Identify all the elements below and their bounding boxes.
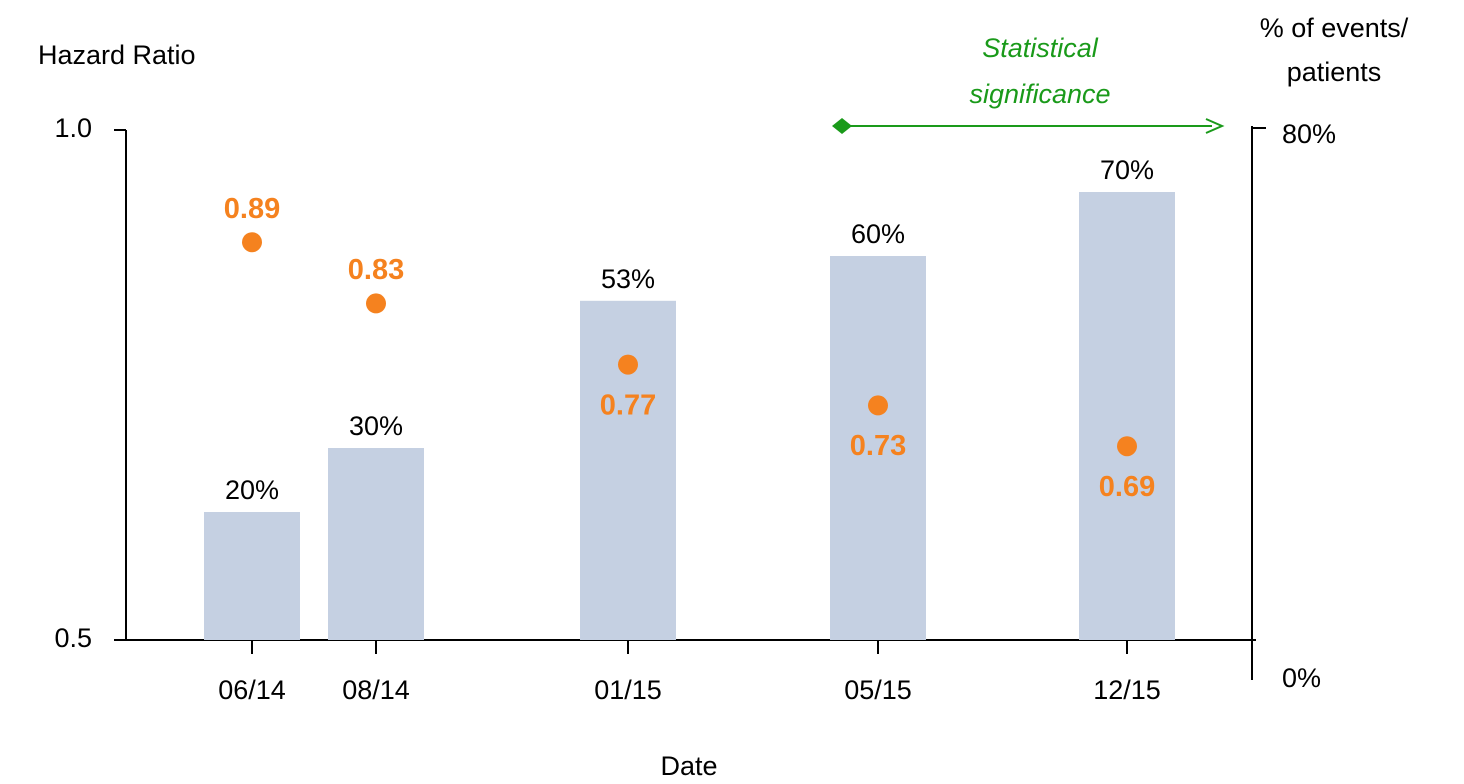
arrow-start <box>832 118 852 134</box>
y2-tick-label: 80% <box>1282 119 1336 149</box>
x-axis-label: Date <box>660 751 717 781</box>
x-tick-label: 01/15 <box>594 675 662 705</box>
y-tick-label: 1.0 <box>54 113 92 143</box>
bar <box>204 512 300 640</box>
bar <box>580 300 676 640</box>
bar-label: 20% <box>225 475 279 505</box>
point-label: 0.89 <box>224 193 280 225</box>
bar <box>830 256 926 640</box>
y-tick-label: 0.5 <box>54 623 92 653</box>
bar <box>328 448 424 640</box>
point <box>242 232 262 253</box>
y2-axis-label: patients <box>1287 57 1382 87</box>
x-tick-label: 05/15 <box>844 675 912 705</box>
bar <box>1079 192 1175 640</box>
point-label: 0.83 <box>348 254 404 286</box>
point <box>366 293 386 314</box>
bar-label: 60% <box>851 219 905 249</box>
bar-label: 70% <box>1100 155 1154 185</box>
annotation: significance <box>969 79 1110 109</box>
x-tick-label: 08/14 <box>342 675 410 705</box>
point-label: 0.77 <box>600 389 656 421</box>
bar-label: 53% <box>601 264 655 294</box>
bar-label: 30% <box>349 411 403 441</box>
y2-tick-label: 0% <box>1282 663 1321 693</box>
point-label: 0.69 <box>1099 471 1155 503</box>
y2-axis-label: % of events/ <box>1260 13 1409 43</box>
arrow-head <box>1205 118 1225 134</box>
point-label: 0.73 <box>850 430 906 462</box>
point <box>1117 436 1137 457</box>
point <box>618 354 638 375</box>
x-tick-label: 12/15 <box>1093 675 1161 705</box>
annotation: Statistical <box>982 33 1099 63</box>
point <box>868 395 888 416</box>
x-tick-label: 06/14 <box>218 675 286 705</box>
y-axis-label: Hazard Ratio <box>38 40 196 70</box>
